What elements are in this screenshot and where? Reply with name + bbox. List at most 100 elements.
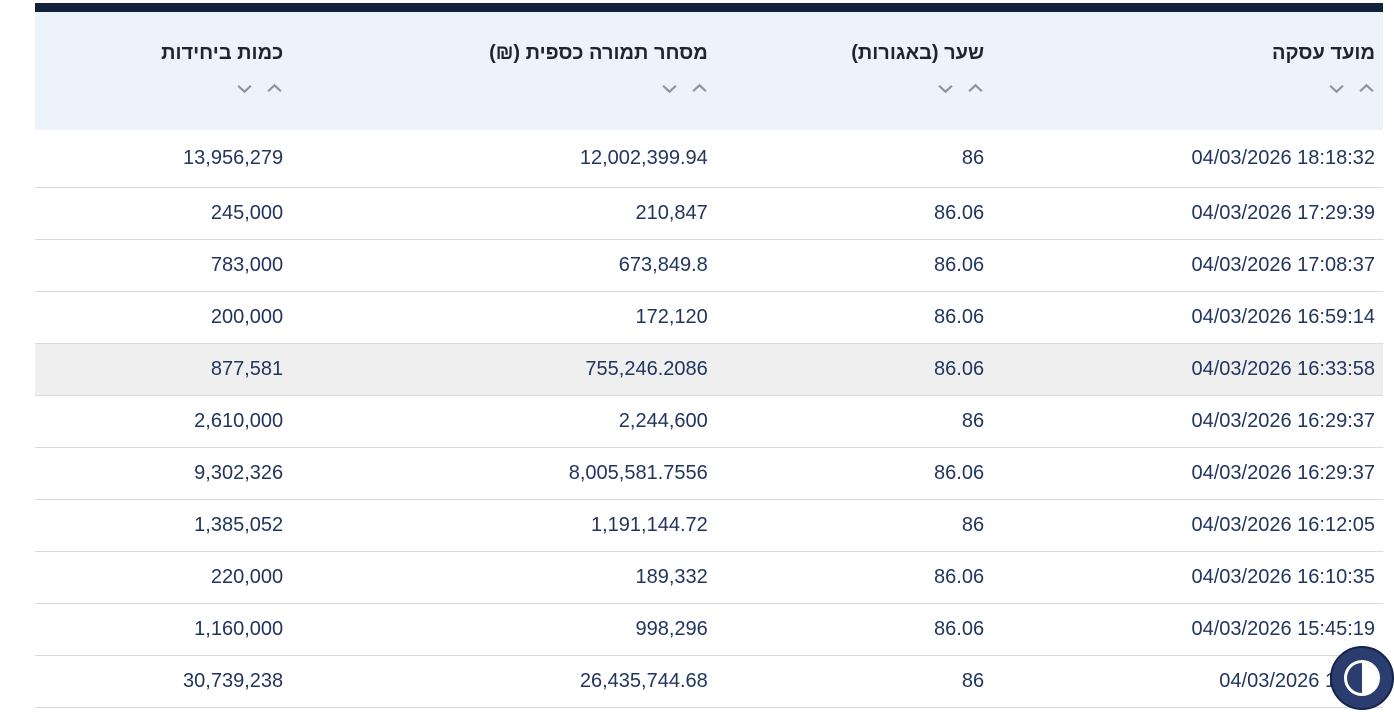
- sort-controls-quantity: [53, 82, 283, 94]
- quantity-value: 200,000: [210, 305, 284, 328]
- cell-quantity: 13,956,279: [35, 130, 292, 188]
- table-header: מועד עסקה שער (באגורות) מסחר תמורה כספית (…: [35, 12, 1383, 130]
- cell-quantity: 783,000: [35, 239, 292, 292]
- quantity-value: 783,000: [210, 253, 284, 276]
- table-row[interactable]: 04/03/2026 13:50 86 26,435,744.68 30,739,23…: [35, 655, 1383, 708]
- sort-desc-button-turnover[interactable]: [661, 82, 678, 94]
- cell-datetime: 04/03/2026 16:10:35: [992, 551, 1383, 604]
- sort-asc-button-rate[interactable]: [967, 82, 984, 94]
- quantity-value: 877,581: [210, 357, 284, 380]
- cell-datetime: 04/03/2026 17:29:39: [992, 187, 1383, 240]
- rate-value: 86: [961, 146, 985, 169]
- sort-controls-datetime: [1010, 82, 1375, 94]
- column-label-turnover: מסחר תמורה כספית (₪): [489, 42, 708, 64]
- cell-rate: 86.06: [715, 343, 993, 396]
- cell-datetime: 04/03/2026 16:29:37: [992, 447, 1383, 500]
- datetime-value: 04/03/2026 18:18:32: [1191, 146, 1375, 169]
- chevron-up-icon: [1359, 83, 1374, 92]
- datetime-value: 04/03/2026 16:29:37: [1191, 409, 1375, 432]
- column-header-turnover: מסחר תמורה כספית (₪): [291, 12, 716, 130]
- cell-datetime: 04/03/2026 15:45:19: [992, 603, 1383, 656]
- table-row[interactable]: 04/03/2026 16:12:05 86 1,191,144.72 1,385,0…: [35, 499, 1383, 552]
- cell-quantity: 877,581: [35, 343, 292, 396]
- turnover-value: 189,332: [635, 565, 708, 588]
- table-row[interactable]: 04/03/2026 17:08:37 86.06 673,849.8 783,000: [35, 239, 1383, 292]
- sort-asc-button-turnover[interactable]: [691, 82, 708, 94]
- cell-datetime: 04/03/2026 13:50: [992, 655, 1383, 708]
- chevron-up-icon: [968, 83, 983, 92]
- table-row[interactable]: 04/03/2026 16:59:14 86.06 172,120 200,000: [35, 291, 1383, 344]
- cell-datetime: 04/03/2026 16:59:14: [992, 291, 1383, 344]
- sort-desc-button-datetime[interactable]: [1328, 82, 1345, 94]
- table-top-accent-bar: [35, 3, 1383, 12]
- datetime-value: 04/03/2026 16:12:05: [1191, 513, 1375, 536]
- rate-value: 86.06: [934, 565, 985, 588]
- rate-value: 86: [961, 409, 985, 432]
- datetime-value: 04/03/2026 16:33:58: [1191, 357, 1375, 380]
- column-header-rate: שער (באגורות): [715, 12, 993, 130]
- rate-value: 86.06: [934, 357, 985, 380]
- cell-datetime: 04/03/2026 16:12:05: [992, 499, 1383, 552]
- cell-turnover: 189,332: [291, 551, 716, 604]
- table-row[interactable]: 04/03/2026 16:29:37 86 2,244,600 2,610,000: [35, 395, 1383, 448]
- quantity-value: 1,160,000: [194, 617, 284, 640]
- chevron-down-icon: [1329, 84, 1344, 93]
- table-row[interactable]: 04/03/2026 16:10:35 86.06 189,332 220,000: [35, 551, 1383, 604]
- cell-rate: 86: [715, 130, 993, 188]
- chevron-down-icon: [662, 84, 677, 93]
- sort-controls-rate: [734, 82, 984, 94]
- column-label-quantity: כמות ביחידות: [161, 42, 284, 64]
- cell-rate: 86: [715, 499, 993, 552]
- cell-turnover: 2,244,600: [291, 395, 716, 448]
- sort-desc-button-rate[interactable]: [937, 82, 954, 94]
- quantity-value: 2,610,000: [194, 409, 284, 432]
- cell-turnover: 26,435,744.68: [291, 655, 716, 708]
- turnover-value: 755,246.2086: [585, 357, 708, 380]
- column-header-quantity: כמות ביחידות: [35, 12, 292, 130]
- cell-turnover: 8,005,581.7556: [291, 447, 716, 500]
- sort-asc-button-quantity[interactable]: [266, 82, 283, 94]
- sort-desc-button-quantity[interactable]: [236, 82, 253, 94]
- datetime-value: 04/03/2026 17:29:39: [1191, 201, 1375, 224]
- rate-value: 86.06: [934, 617, 985, 640]
- table-row[interactable]: 04/03/2026 16:33:58 86.06 755,246.2086 877,…: [35, 343, 1383, 396]
- cell-quantity: 1,160,000: [35, 603, 292, 656]
- quantity-value: 245,000: [210, 201, 284, 224]
- turnover-value: 8,005,581.7556: [568, 461, 708, 484]
- turnover-value: 998,296: [635, 617, 708, 640]
- turnover-value: 26,435,744.68: [579, 669, 708, 692]
- cell-rate: 86.06: [715, 447, 993, 500]
- rate-value: 86.06: [934, 305, 985, 328]
- cell-rate: 86.06: [715, 551, 993, 604]
- cell-rate: 86.06: [715, 187, 993, 240]
- table-row[interactable]: 04/03/2026 16:29:37 86.06 8,005,581.7556 9,…: [35, 447, 1383, 500]
- quantity-value: 9,302,326: [194, 461, 284, 484]
- table-row[interactable]: 04/03/2026 15:45:19 86.06 998,296 1,160,000: [35, 603, 1383, 656]
- trades-table: מועד עסקה שער (באגורות) מסחר תמורה כספית (…: [35, 3, 1383, 708]
- sort-asc-button-datetime[interactable]: [1358, 82, 1375, 94]
- cell-datetime: 04/03/2026 16:33:58: [992, 343, 1383, 396]
- cell-datetime: 04/03/2026 17:08:37: [992, 239, 1383, 292]
- chevron-down-icon: [237, 84, 252, 93]
- datetime-value: 04/03/2026 16:59:14: [1191, 305, 1375, 328]
- trades-data-table: מועד עסקה שער (באגורות) מסחר תמורה כספית (…: [35, 12, 1383, 708]
- chevron-up-icon: [692, 83, 707, 92]
- turnover-value: 12,002,399.94: [579, 146, 708, 169]
- datetime-value: 04/03/2026 16:10:35: [1191, 565, 1375, 588]
- cell-turnover: 12,002,399.94: [291, 130, 716, 188]
- cell-rate: 86: [715, 655, 993, 708]
- turnover-value: 2,244,600: [618, 409, 708, 432]
- quantity-value: 1,385,052: [194, 513, 284, 536]
- cell-rate: 86.06: [715, 239, 993, 292]
- rate-value: 86: [961, 513, 985, 536]
- quantity-value: 13,956,279: [183, 146, 284, 169]
- accessibility-contrast-button[interactable]: [1330, 646, 1394, 710]
- table-row[interactable]: 04/03/2026 18:18:32 86 12,002,399.94 13,956…: [35, 130, 1383, 188]
- cell-quantity: 220,000: [35, 551, 292, 604]
- sort-controls-turnover: [309, 82, 708, 94]
- table-row[interactable]: 04/03/2026 17:29:39 86.06 210,847 245,000: [35, 187, 1383, 240]
- cell-rate: 86.06: [715, 291, 993, 344]
- cell-quantity: 245,000: [35, 187, 292, 240]
- cell-quantity: 9,302,326: [35, 447, 292, 500]
- cell-quantity: 200,000: [35, 291, 292, 344]
